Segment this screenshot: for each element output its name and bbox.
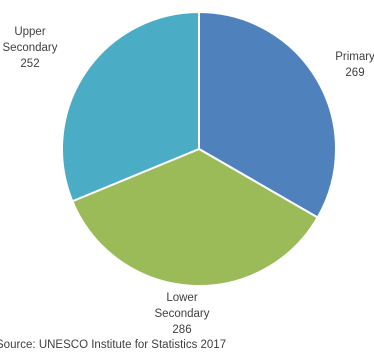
slice-label-primary: Primary 269 xyxy=(335,51,374,79)
slice-labels: Primary 269 Lower Secondary 286 Upper Secondar… xyxy=(3,26,374,336)
slice-label-lower-secondary: Lower Secondary 286 xyxy=(155,292,210,336)
source-note: Source: UNESCO Institute for Statistics … xyxy=(0,339,226,351)
pie-slice-upper-secondary xyxy=(61,10,200,203)
pie-slice-lower-secondary xyxy=(71,147,320,288)
pie-slice-primary xyxy=(198,10,337,219)
pie-slices xyxy=(61,10,337,288)
slice-label-upper-secondary: Upper Secondary 252 xyxy=(3,26,58,70)
